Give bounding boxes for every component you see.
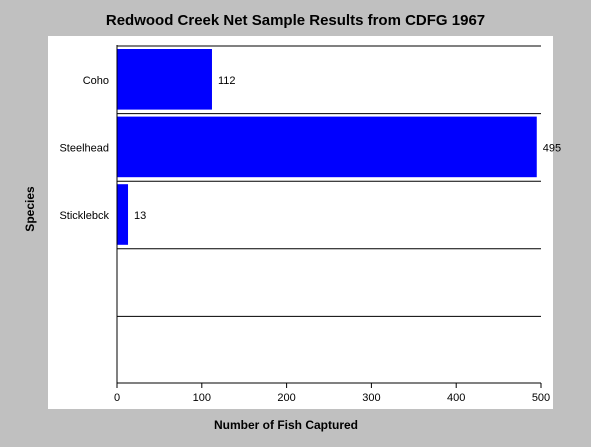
bar <box>117 49 212 110</box>
x-axis-ticks: 0 100 200 300 400 500 <box>114 383 550 404</box>
category-labels: Coho Steelhead Sticklebck <box>59 75 109 222</box>
chart-title: Redwood Creek Net Sample Results from CD… <box>105 12 486 29</box>
x-axis-title: Number of Fish Captured <box>214 418 358 432</box>
x-tick-label: 200 <box>277 392 295 404</box>
bars <box>117 49 537 245</box>
data-label: 495 <box>543 142 561 154</box>
data-label: 13 <box>134 210 146 222</box>
bar <box>117 116 537 178</box>
x-tick-label: 100 <box>193 392 211 404</box>
value-labels: 112 495 13 <box>134 75 561 222</box>
category-label: Steelhead <box>59 142 109 154</box>
x-tick-label: 300 <box>362 392 380 404</box>
x-tick-label: 400 <box>447 392 465 404</box>
grid-lines <box>117 45 541 317</box>
bar <box>117 184 129 245</box>
x-tick-label: 0 <box>114 392 120 404</box>
y-axis-title: Species <box>23 186 37 232</box>
category-label: Sticklebck <box>59 210 109 222</box>
data-label: 112 <box>218 75 236 87</box>
x-tick-label: 500 <box>532 392 550 404</box>
category-label: Coho <box>83 75 109 87</box>
